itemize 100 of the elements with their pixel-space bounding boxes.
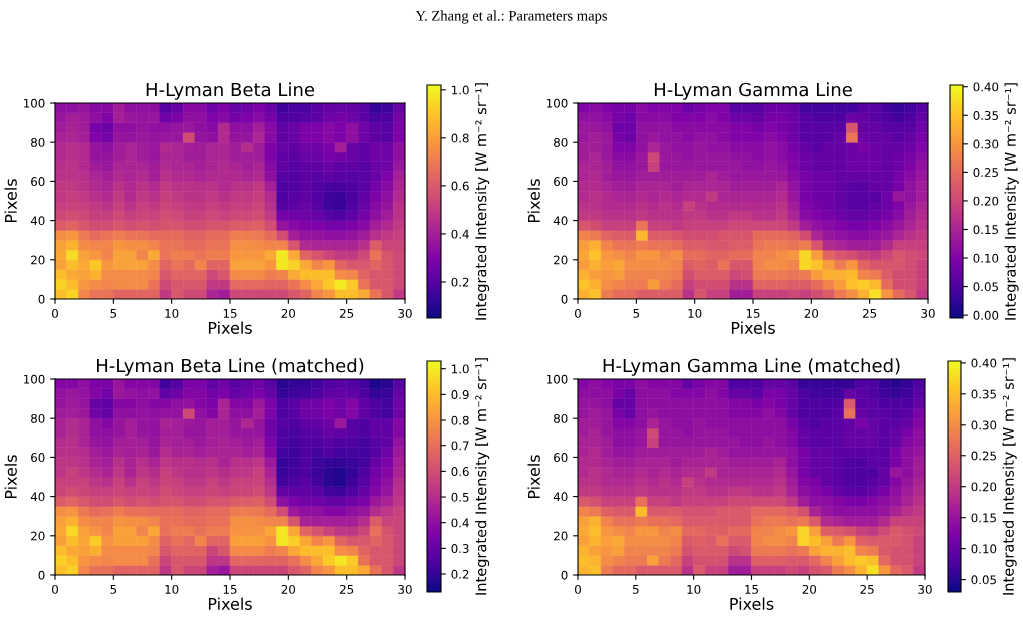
x-tick-label: 5 [632,585,639,594]
color-bar-label: 1.0 [452,85,469,95]
x-tick-label: 0 [52,308,58,318]
y-axis-title: Pixels [527,179,540,223]
y-tick-label: 60 [554,453,568,463]
color-bar-label: 0.00 [973,310,999,320]
y-tick-label: 40 [553,492,568,502]
color-bar-label: 0.8 [451,133,469,143]
chart-title: H-Lyman Beta Line [146,82,315,100]
color-bar-label: 0.30 [971,420,997,430]
y-tick-label: 40 [30,492,45,502]
y-tick-label: 60 [31,177,45,187]
y-tick-label: 20 [31,531,45,541]
x-axis-title: Pixels [208,597,252,610]
y-tick-label: 40 [30,216,45,226]
x-tick-label: 5 [110,585,117,594]
y-tick-label: 100 [547,374,568,384]
x-tick-label: 20 [802,584,817,594]
color-bar-label: 0.30 [973,139,999,149]
x-tick-label: 15 [746,309,760,318]
color-bar-label: 0.7 [451,441,469,451]
chart-title: H-Lyman Gamma Line [654,82,852,100]
x-tick-label: 10 [687,584,701,594]
x-tick-label: 15 [223,585,237,594]
chart-title: H-Lyman Beta Line (matched) [97,358,364,376]
y-tick-label: 100 [24,98,45,108]
color-bar-label: 0.40 [971,358,997,368]
y-tick-label: 0 [561,294,568,304]
color-bar-label: 0.2 [451,277,469,287]
x-tick-label: 10 [688,308,702,318]
color-bar-label: 0.4 [451,229,469,239]
x-tick-label: 0 [52,584,58,594]
x-tick-label: 30 [918,584,932,594]
x-tick-label: 15 [223,309,237,318]
y-tick-label: 60 [554,177,568,187]
y-axis-title: Pixels [4,455,17,499]
x-axis-title: Pixels [730,597,774,610]
x-tick-label: 30 [398,584,412,594]
y-tick-label: 100 [24,374,45,384]
chart-title: H-Lyman Gamma Line (matched) [603,358,900,376]
x-tick-label: 25 [340,308,354,318]
color-bar-label: 0.4 [451,518,469,528]
color-bar-label: 0.2 [451,569,469,579]
x-tick-label: 5 [633,309,640,318]
y-tick-label: 80 [31,137,45,147]
color-bar-label: 0.10 [973,253,999,263]
color-bar-label: 0.5 [451,492,469,502]
x-tick-label: 10 [165,308,179,318]
y-axis-title: Pixels [4,179,17,223]
color-bar-label: 0.15 [973,225,998,235]
y-tick-label: 60 [31,453,45,463]
y-tick-label: 80 [554,413,568,423]
x-tick-label: 0 [575,584,581,594]
x-tick-label: 0 [575,308,581,318]
text: Y. Zhang et al.: Parameters maps [415,10,608,24]
x-tick-label: 30 [398,308,412,318]
color-bar-label: 0.9 [451,390,469,400]
color-bar-label: 0.25 [971,451,996,461]
y-tick-label: 100 [547,98,568,108]
x-tick-label: 20 [281,584,296,594]
color-bar-title: Integrated Intensity [W m⁻² sr⁻¹] [475,83,490,320]
color-bar-label: 0.35 [971,389,996,399]
y-tick-label: 40 [553,216,568,226]
color-bar-label: 0.25 [973,168,998,178]
x-tick-label: 20 [804,308,819,318]
color-bar-label: 0.05 [973,282,998,292]
color-bar-label: 1.0 [452,364,469,374]
y-tick-label: 20 [554,531,568,541]
x-tick-label: 15 [745,585,758,594]
color-bar-title: Integrated Intensity [W m⁻² sr⁻¹] [475,358,490,595]
y-tick-label: 0 [38,570,45,580]
x-tick-label: 10 [165,584,179,594]
color-bar-label: 0.20 [973,196,999,206]
color-bar-label: 0.40 [973,82,999,92]
color-bar-label: 0.6 [451,181,469,191]
color-bar-label: 0.15 [971,513,996,523]
y-axis-title: Pixels [527,455,540,499]
color-bar-label: 0.35 [973,110,998,120]
y-tick-label: 0 [561,570,568,580]
x-axis-title: Pixels [731,321,775,334]
x-tick-label: 25 [340,584,354,594]
color-bar-label: 0.10 [971,544,997,554]
x-tick-label: 5 [110,309,117,318]
x-tick-label: 25 [860,584,874,594]
y-tick-label: 20 [31,255,45,265]
x-tick-label: 20 [281,308,296,318]
color-bar-label: 0.20 [971,482,997,492]
y-tick-label: 80 [31,413,45,423]
color-bar-label: 0.6 [451,467,469,477]
color-bar-label: 0.8 [451,415,469,425]
y-tick-label: 0 [38,294,45,304]
color-bar-label: 0.3 [451,544,469,554]
color-bar-title: Integrated Intensity [W m⁻² sr⁻¹] [1002,358,1017,595]
x-tick-label: 25 [863,308,877,318]
color-bar-label: 0.05 [971,575,996,585]
color-bar-title: Integrated Intensity [W m⁻² sr⁻¹] [1004,83,1019,320]
x-axis-title: Pixels [208,321,252,334]
y-tick-label: 20 [554,255,568,265]
x-tick-label: 30 [921,308,935,318]
y-tick-label: 80 [554,137,568,147]
